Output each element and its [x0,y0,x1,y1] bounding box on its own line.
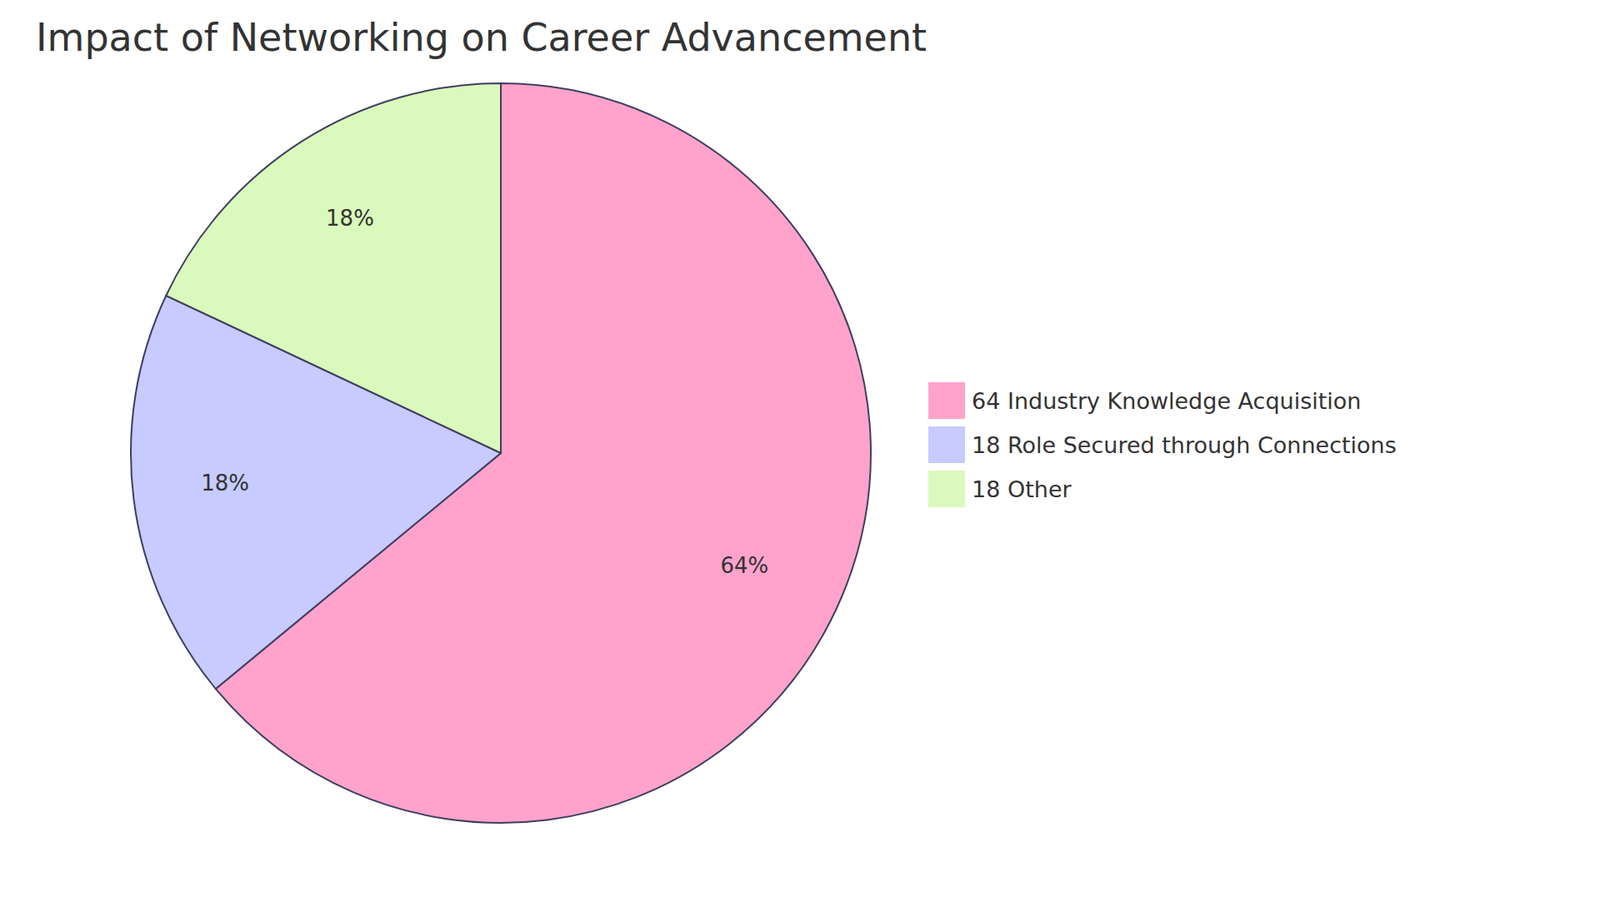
html-text:Impact of Networking on Career: Impact of Networking on Career Advanceme… [35,15,927,60]
svg-text:64%: 64% [720,553,769,579]
svg-text:18%: 18% [325,205,375,231]
html-text:64 Industry Knowledge Acquisit: 64 Industry Knowledge Acquisition [971,387,1362,414]
html-text:18 Other: 18 Other [971,476,1072,503]
html-text:18 Role Secured through Connec: 18 Role Secured through Connections [971,432,1397,458]
svg-text:18%: 18% [200,470,250,496]
